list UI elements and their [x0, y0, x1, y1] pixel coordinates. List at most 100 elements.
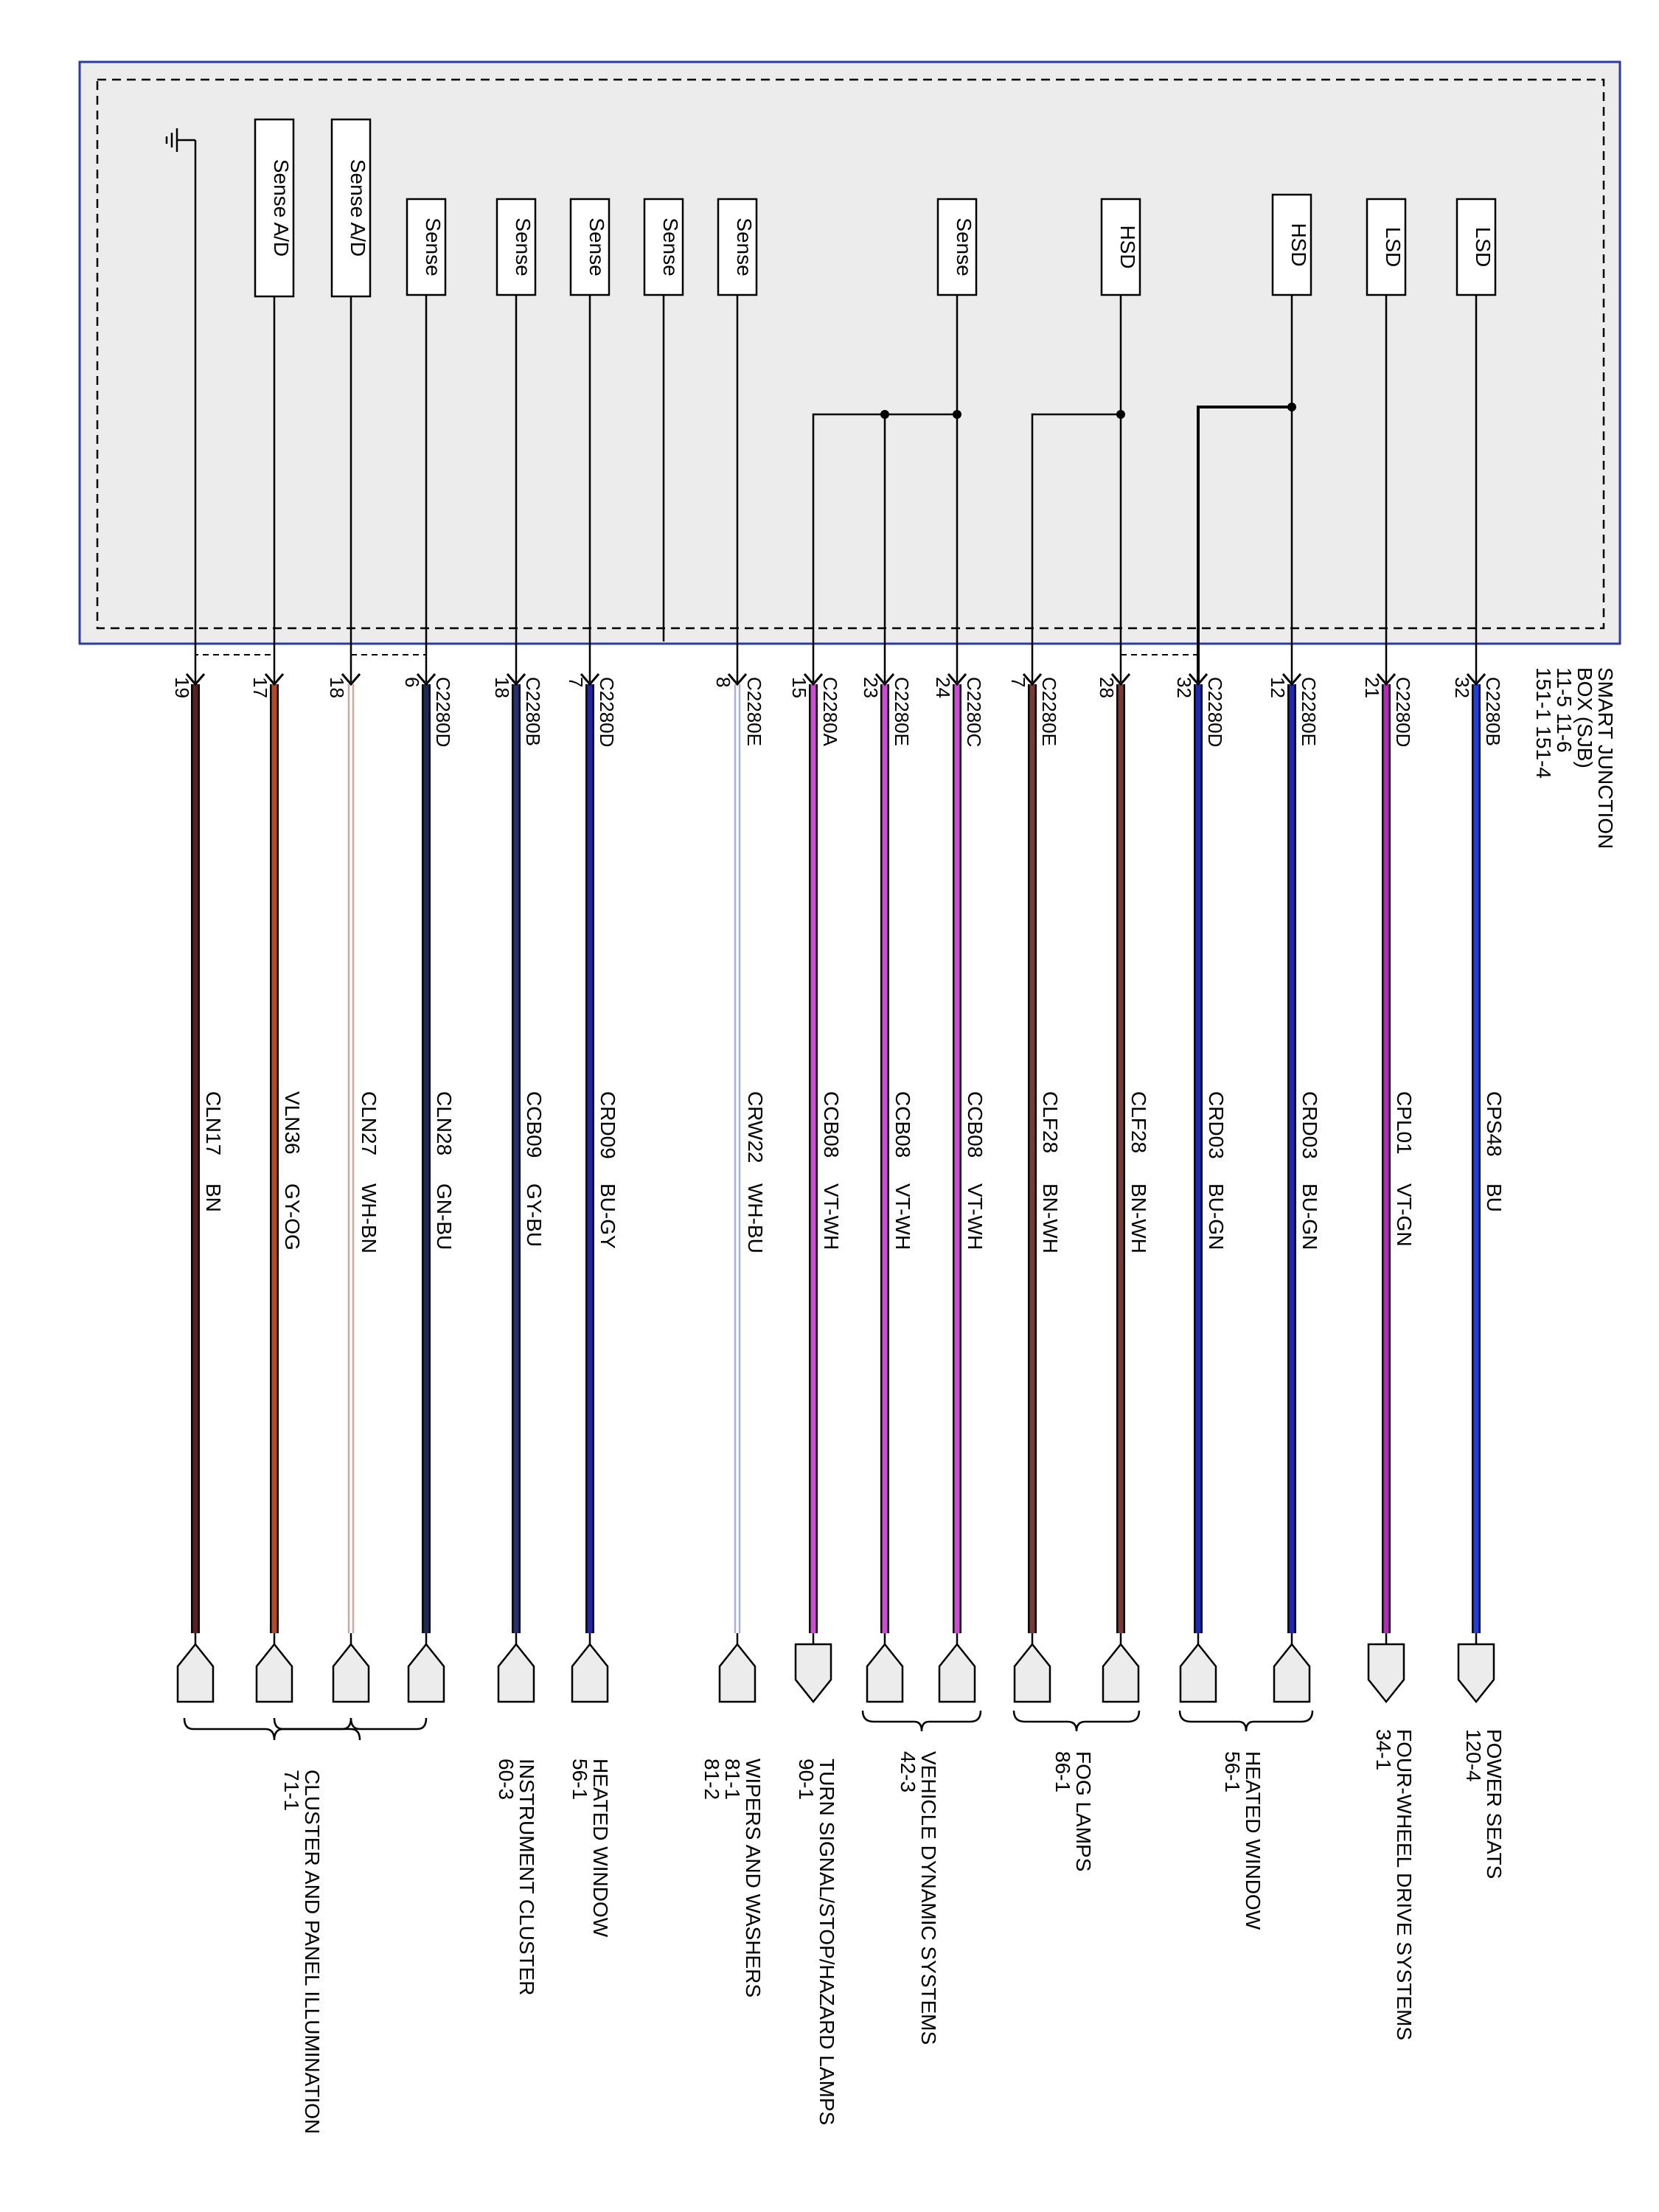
module-label: LSD	[1472, 227, 1495, 267]
pin-number: 7	[565, 677, 587, 687]
terminal-connector-icon	[1013, 1633, 1051, 1703]
module-box	[936, 198, 978, 296]
connector-label: C2280E	[743, 677, 765, 746]
terminal-connector-icon	[332, 1633, 370, 1703]
connector-label: C2280A	[819, 677, 841, 747]
wire-color-label: WH-BN	[358, 1183, 380, 1253]
wire-color-label: VT-WH	[964, 1183, 987, 1250]
pin-number: 17	[249, 677, 271, 698]
destination-name: VEHICLE DYNAMIC SYSTEMS	[917, 1751, 940, 2045]
terminal-connector-icon	[938, 1633, 976, 1703]
junction-box-inner-outline	[96, 78, 1605, 630]
wire-color-label: BU-GN	[1205, 1183, 1228, 1250]
wire-color-label: GY-OG	[281, 1183, 304, 1251]
pin-arrow-icon	[185, 673, 206, 686]
destination-name: TURN SIGNAL/STOP/HAZARD LAMPS	[815, 1759, 838, 2125]
connector-label: C2280D	[596, 677, 618, 747]
terminal-body	[938, 1642, 976, 1703]
wire-color-label: VT-WH	[820, 1183, 843, 1250]
module-box	[254, 118, 295, 298]
circuit-label: CCB09	[523, 1091, 546, 1158]
wire-color-label: BU-GN	[1298, 1183, 1321, 1250]
brace	[273, 1717, 352, 1731]
destination-ref: 42-3	[897, 1751, 919, 1792]
connector-label: C2280D	[432, 677, 454, 747]
pin-number: 8	[712, 677, 734, 687]
module-labels: Sense A/D Sense A/D Sense Sense Sense Se…	[254, 118, 1497, 298]
module-label: Sense	[953, 218, 975, 276]
connector-group-dashes	[195, 654, 1199, 678]
grouping-braces	[183, 1710, 1314, 1741]
brace	[183, 1717, 361, 1741]
pin-arrow-icon	[947, 673, 967, 686]
circuit-label: CRD03	[1298, 1091, 1321, 1159]
terminal-connector-icon	[407, 1633, 445, 1703]
circuit-label: CLN17	[202, 1091, 225, 1155]
module-box	[1271, 193, 1312, 296]
wire-labels: 19 CLN17 BN 17 VLN36 GY-OG 18 CLN27 WH-B…	[171, 677, 1506, 1253]
terminal-connector-icon	[866, 1633, 904, 1703]
wire-color-label: GY-BU	[523, 1183, 546, 1247]
terminal-body	[794, 1643, 832, 1704]
pin-number: 19	[171, 677, 193, 698]
module-label: Sense	[659, 218, 682, 276]
terminal-body	[718, 1642, 757, 1703]
terminal-body	[1179, 1642, 1217, 1703]
terminal-connector-icon	[1457, 1633, 1495, 1704]
pin-number: 18	[491, 677, 513, 698]
wire-color-label: WH-BU	[744, 1183, 767, 1253]
destination-name: FOUR-WHEEL DRIVE SYSTEMS	[1393, 1729, 1416, 2040]
destination-ref: 120-4	[1462, 1729, 1485, 1782]
wire-color-label: VT-WH	[891, 1183, 914, 1250]
pin-arrow-icon	[264, 673, 285, 686]
pin-number: 32	[1451, 677, 1473, 698]
brace	[1178, 1710, 1314, 1732]
terminal-body	[866, 1642, 904, 1703]
circuit-label: CCB08	[820, 1091, 843, 1158]
destination-name: POWER SEATS	[1483, 1729, 1506, 1879]
connector-label: C2280E	[891, 677, 913, 746]
wire-color-label: BN-WH	[1039, 1183, 1062, 1253]
pin-arrow-icon	[1188, 673, 1208, 686]
circuit-label: CCB08	[891, 1091, 914, 1158]
circuit-label: CLF28	[1039, 1091, 1062, 1153]
terminal-body	[1102, 1642, 1140, 1703]
internal-wiring	[194, 140, 1478, 682]
terminal-connector-icon	[176, 1633, 215, 1703]
pin-number: 23	[860, 677, 882, 698]
terminal-body	[1013, 1642, 1051, 1703]
component-title-line2: BOX (SJB)	[1573, 667, 1596, 768]
destination-ref: 81-1	[721, 1759, 744, 1800]
destination-ref: 56-1	[568, 1759, 591, 1800]
wire-crw22	[734, 684, 741, 1633]
module-box	[717, 198, 758, 296]
pin-number: 21	[1361, 677, 1383, 698]
circuit-label: CRW22	[744, 1091, 767, 1164]
wires	[191, 684, 1481, 1633]
circuit-label: CRD03	[1205, 1091, 1228, 1159]
circuit-label: CPL01	[1393, 1091, 1416, 1155]
connector-label: C2280C	[963, 677, 985, 747]
pin-arrow-icon	[341, 673, 361, 686]
terminal-connector-icon	[255, 1633, 293, 1703]
terminal-body	[1367, 1643, 1405, 1704]
pin-arrow-icon	[1281, 673, 1302, 686]
module-box	[569, 198, 611, 296]
junction-box	[78, 60, 1621, 645]
brace	[349, 1717, 428, 1731]
module-label: Sense	[585, 218, 608, 276]
module-box	[1100, 198, 1141, 296]
destination-ref-2: 81-2	[700, 1759, 723, 1800]
terminal-body	[1273, 1642, 1311, 1703]
pin-number: 15	[788, 677, 810, 698]
terminal-connectors	[176, 1633, 1495, 1704]
pin-arrow-icon	[1376, 673, 1397, 686]
destination-ref: 56-1	[1221, 1751, 1244, 1792]
module-box	[406, 198, 447, 296]
wire-color-label: GN-BU	[433, 1183, 456, 1250]
brace	[1012, 1710, 1141, 1732]
junction-box-border	[78, 60, 1621, 645]
pin-number: 28	[1096, 677, 1118, 698]
circuit-label: CCB08	[964, 1091, 987, 1158]
circuit-label: CLF28	[1127, 1091, 1150, 1153]
